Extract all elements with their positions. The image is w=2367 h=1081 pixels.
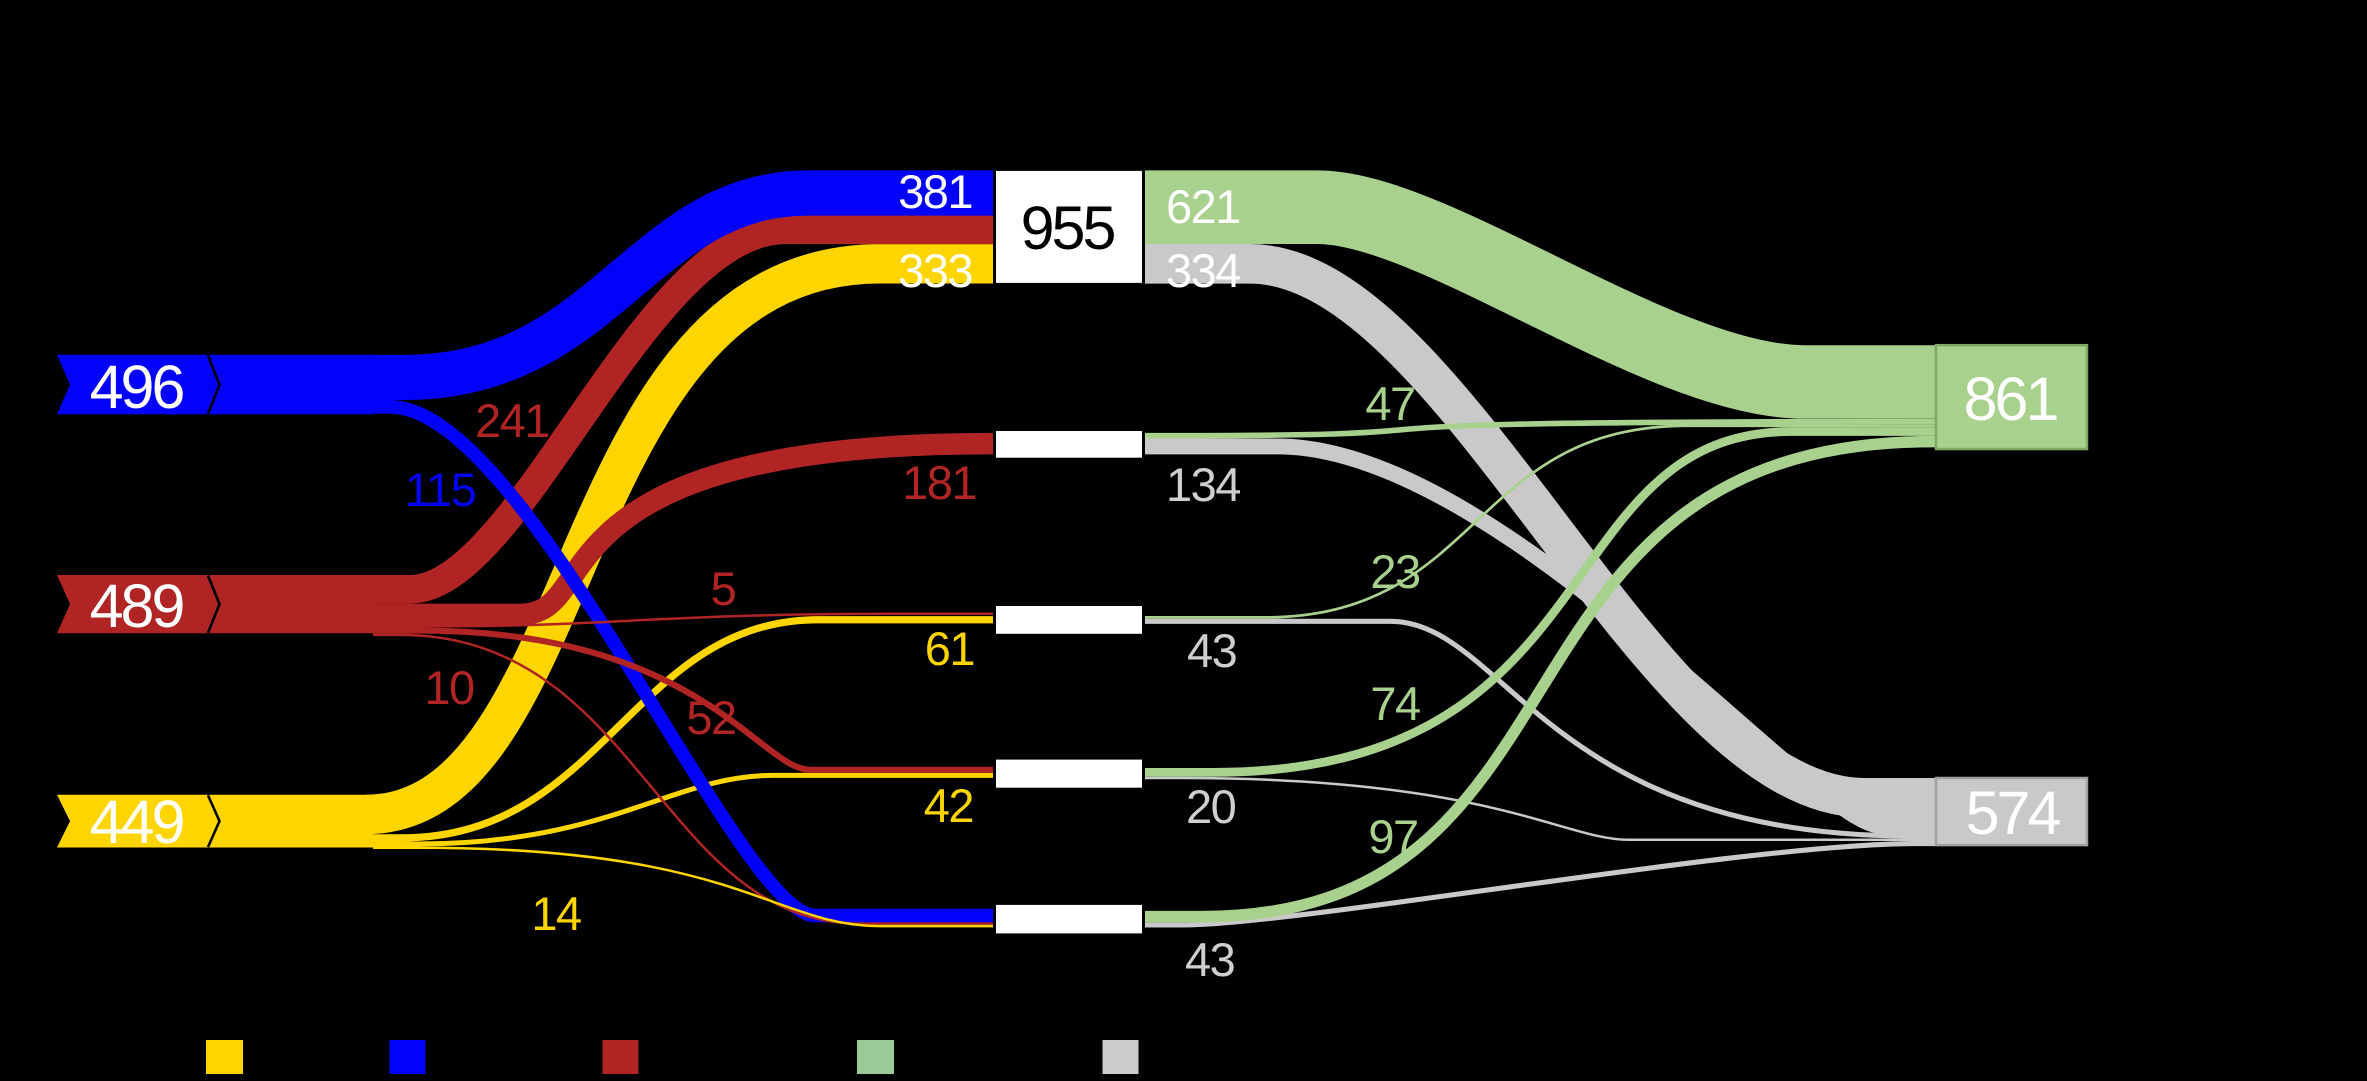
svg-text:115: 115 — [405, 463, 476, 516]
svg-text:23: 23 — [1370, 545, 1420, 598]
svg-text:42: 42 — [924, 779, 973, 832]
svg-text:61: 61 — [925, 622, 974, 675]
svg-text:489: 489 — [90, 572, 184, 640]
svg-text:74: 74 — [1370, 677, 1420, 730]
svg-text:5: 5 — [711, 562, 736, 615]
svg-text:43: 43 — [1185, 933, 1235, 986]
svg-text:496: 496 — [90, 353, 184, 421]
svg-text:20: 20 — [1186, 780, 1236, 833]
svg-text:334: 334 — [1166, 244, 1240, 297]
svg-text:10: 10 — [424, 661, 474, 714]
svg-text:14: 14 — [531, 887, 581, 940]
svg-text:381: 381 — [898, 165, 972, 218]
svg-text:241: 241 — [475, 394, 549, 447]
svg-text:861: 861 — [1964, 365, 2057, 433]
svg-text:621: 621 — [1166, 180, 1240, 233]
svg-text:574: 574 — [1966, 779, 2061, 847]
svg-text:52: 52 — [686, 691, 735, 744]
svg-text:47: 47 — [1365, 377, 1414, 430]
svg-text:43: 43 — [1187, 624, 1237, 677]
svg-text:955: 955 — [1021, 194, 1115, 262]
svg-text:181: 181 — [902, 456, 976, 509]
svg-text:333: 333 — [898, 244, 972, 297]
svg-text:449: 449 — [90, 788, 184, 856]
svg-text:97: 97 — [1368, 810, 1417, 863]
svg-text:134: 134 — [1166, 458, 1240, 511]
